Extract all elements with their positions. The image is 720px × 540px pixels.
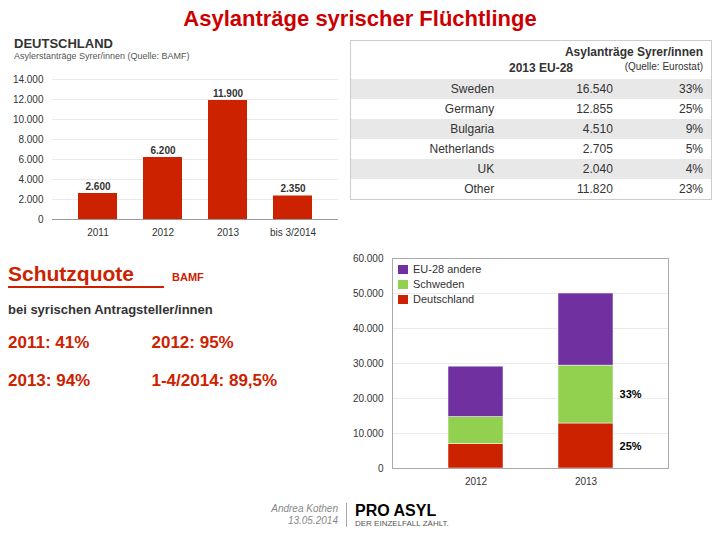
svg-text:6.000: 6.000 xyxy=(18,154,43,165)
svg-text:2.350: 2.350 xyxy=(280,183,305,194)
html-text:2013: 94%: 2013: 94% xyxy=(8,371,91,390)
html-text:(Quelle: Eurostat): (Quelle: Eurostat) xyxy=(624,61,703,72)
html-text:PRO ASYL: PRO ASYL xyxy=(355,502,437,519)
svg-text:2.600: 2.600 xyxy=(85,181,110,192)
svg-text:bis 3/2014: bis 3/2014 xyxy=(270,227,317,238)
html-text:11.820: 11.820 xyxy=(577,182,613,196)
svg-text:0: 0 xyxy=(38,214,44,225)
html-text:Andrea Kothen: Andrea Kothen xyxy=(271,503,338,514)
html-text:1-4/2014: 89,5%: 1-4/2014: 89,5% xyxy=(151,371,278,390)
svg-text:33%: 33% xyxy=(620,388,642,400)
html-text:2.040: 2.040 xyxy=(582,162,613,176)
html-text:Sweden: Sweden xyxy=(450,82,495,96)
svg-text:2012: 2012 xyxy=(152,227,175,238)
html-text:Germany: Germany xyxy=(444,102,495,116)
html-text:9%: 9% xyxy=(685,122,703,136)
svg-text:11.900: 11.900 xyxy=(213,88,243,99)
html-text:12.855: 12.855 xyxy=(576,102,613,116)
svg-text:10.000: 10.000 xyxy=(13,114,44,125)
svg-text:30.000: 30.000 xyxy=(353,358,384,369)
svg-text:2013: 2013 xyxy=(575,476,598,487)
html-text:Schutzquote: Schutzquote xyxy=(8,262,134,285)
html-text:2.705: 2.705 xyxy=(582,142,613,156)
html-text:DER EINZELFALL ZÄHLT.: DER EINZELFALL ZÄHLT. xyxy=(355,519,449,528)
html-text:Netherlands: Netherlands xyxy=(429,142,495,156)
html-text:2012: 95%: 2012: 95% xyxy=(151,333,234,352)
svg-text:20.000: 20.000 xyxy=(353,393,384,404)
svg-text:14.000: 14.000 xyxy=(13,74,44,85)
html-text:UK: UK xyxy=(477,162,495,176)
svg-text:40.000: 40.000 xyxy=(353,323,384,334)
svg-text:8.000: 8.000 xyxy=(18,134,43,145)
html-text:Asylerstanträge Syrer/innen (Q: Asylerstanträge Syrer/innen (Quelle: BAM… xyxy=(14,51,190,61)
svg-text:10.000: 10.000 xyxy=(353,428,384,439)
html-text:33%: 33% xyxy=(679,82,703,96)
html-text:Schweden: Schweden xyxy=(413,278,465,290)
html-text:2011: 41%: 2011: 41% xyxy=(8,333,90,352)
html-text:2013 EU-28: 2013 EU-28 xyxy=(509,61,573,75)
html-text:bei syrischen Antragsteller/in: bei syrischen Antragsteller/innen xyxy=(8,302,213,317)
html-text:4.510: 4.510 xyxy=(582,122,613,136)
svg-text:2011: 2011 xyxy=(87,227,109,238)
svg-text:2.000: 2.000 xyxy=(18,194,43,205)
svg-text:12.000: 12.000 xyxy=(13,94,44,105)
html-text:Asylanträge Syrer/innen: Asylanträge Syrer/innen xyxy=(564,45,703,59)
svg-text:50.000: 50.000 xyxy=(353,288,384,299)
html-text:5%: 5% xyxy=(685,142,703,156)
html-text:Asylanträge syrischer Flüchtli: Asylanträge syrischer Flüchtlinge xyxy=(183,6,537,31)
svg-text:0: 0 xyxy=(378,463,384,474)
html-text:BAMF: BAMF xyxy=(172,271,204,283)
html-text:EU-28 andere: EU-28 andere xyxy=(413,263,482,275)
html-text:4%: 4% xyxy=(685,162,703,176)
html-text:16.540: 16.540 xyxy=(576,82,613,96)
svg-text:6.200: 6.200 xyxy=(150,145,175,156)
svg-text:2012: 2012 xyxy=(465,476,488,487)
html-text:Bulgaria: Bulgaria xyxy=(450,122,495,136)
html-text:DEUTSCHLAND: DEUTSCHLAND xyxy=(14,36,113,51)
html-text:23%: 23% xyxy=(679,182,703,196)
html-text:Deutschland: Deutschland xyxy=(413,293,475,305)
svg-text:60.000: 60.000 xyxy=(353,253,384,264)
html-text:25%: 25% xyxy=(679,102,703,116)
svg-text:25%: 25% xyxy=(620,440,642,452)
svg-text:2013: 2013 xyxy=(217,227,240,238)
svg-text:4.000: 4.000 xyxy=(18,174,43,185)
html-text:Other: Other xyxy=(464,182,495,196)
html-text:13.05.2014: 13.05.2014 xyxy=(287,515,338,526)
